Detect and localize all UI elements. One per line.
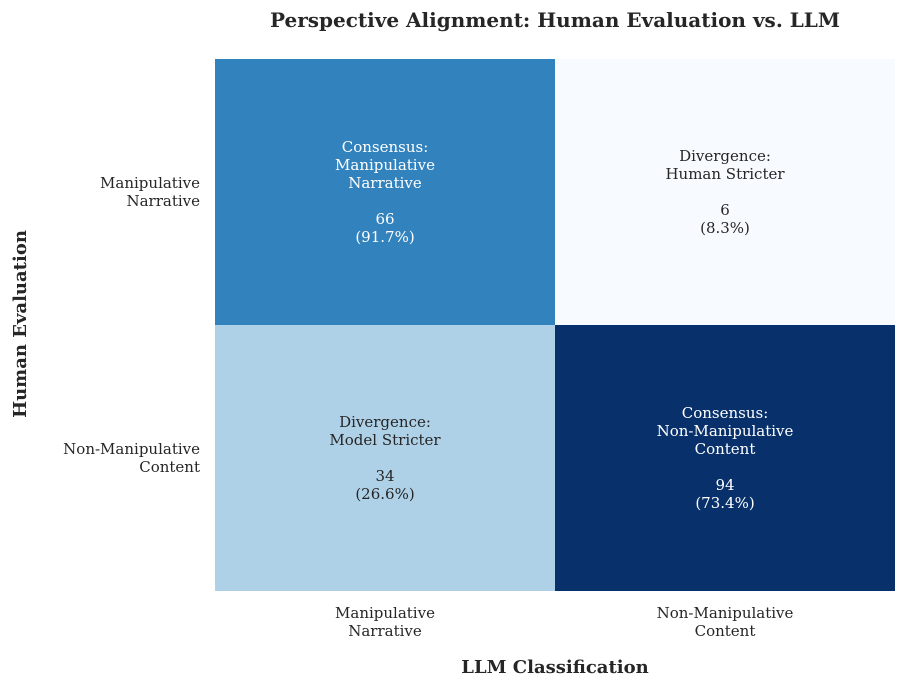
y-axis-label: Human Evaluation [10,230,31,418]
cell-percent: (8.3%) [700,219,750,237]
heatmap-cell-0-0 [215,59,555,325]
ticks-layer: Manipulative Narrative Non-Manipulative Con… [63,174,793,640]
cell-annotation-0-1: Divergence: Human Stricter 6 (8.3%) [665,147,785,237]
cell-percent: (91.7%) [355,228,414,246]
cell-label-line: Content [695,440,756,458]
cell-label-line: Manipulative [335,156,435,174]
y-tick-label-0: Manipulative Narrative [100,174,200,210]
x-tick-label-0: Manipulative Narrative [335,604,435,640]
cell-label-line: Consensus: [682,404,769,422]
cell-annotation-0-0: Consensus: Manipulative Narrative 66 (91.7%) [335,138,435,246]
heatmap-cell-1-1 [555,325,895,591]
cell-label-line: Divergence: [339,413,431,431]
cell-label-line: Human Stricter [665,165,785,183]
cell-count: 66 [375,210,394,228]
x-tick-label-1: Non-Manipulative Content [657,604,794,640]
cell-count: 6 [720,201,730,219]
heatmap-cell-0-1 [555,59,895,325]
heatmap-cell-1-0 [215,325,555,591]
cell-label-line: Model Stricter [329,431,441,449]
chart-title: Perspective Alignment: Human Evaluation … [270,8,840,32]
x-axis-label: LLM Classification [461,657,648,678]
cell-label-line: Narrative [348,174,422,192]
cell-annotation-1-0: Divergence: Model Stricter 34 (26.6%) [329,413,441,503]
cell-label-line: Divergence: [679,147,771,165]
cell-label-line: Non-Manipulative [657,422,794,440]
cell-label-line: Consensus: [342,138,429,156]
cell-count: 94 [715,476,734,494]
cell-percent: (26.6%) [355,485,414,503]
cell-percent: (73.4%) [695,494,754,512]
y-tick-label-1: Non-Manipulative Content [63,440,200,476]
cells-layer: Consensus: Manipulative Narrative 66 (91.7%)… [215,59,895,591]
cell-annotation-1-1: Consensus: Non-Manipulative Content 94 (73.4… [657,404,794,512]
cell-count: 34 [375,467,394,485]
